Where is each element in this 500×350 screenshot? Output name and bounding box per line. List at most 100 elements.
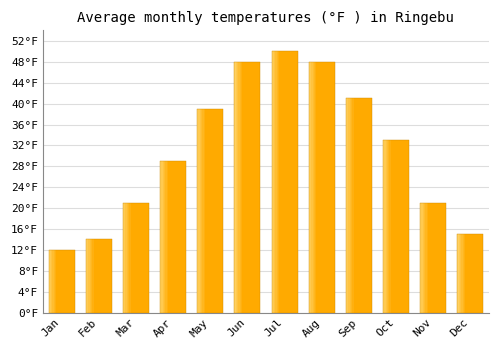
Bar: [64, 250, 66, 313]
Bar: [138, 203, 140, 313]
Bar: [392, 140, 394, 313]
Bar: [444, 203, 445, 313]
Bar: [124, 203, 126, 313]
Bar: [241, 62, 242, 313]
Bar: [106, 239, 108, 313]
Bar: [438, 203, 440, 313]
Bar: [126, 203, 127, 313]
Bar: [280, 51, 282, 313]
Bar: [141, 203, 142, 313]
Bar: [283, 51, 284, 313]
Bar: [144, 203, 145, 313]
Bar: [294, 51, 295, 313]
Bar: [96, 239, 98, 313]
Bar: [197, 109, 198, 313]
Bar: [67, 250, 68, 313]
Bar: [461, 234, 462, 313]
Bar: [362, 98, 364, 313]
Bar: [465, 234, 466, 313]
Bar: [366, 98, 368, 313]
Bar: [445, 203, 446, 313]
Bar: [208, 109, 209, 313]
Bar: [94, 239, 95, 313]
Bar: [434, 203, 436, 313]
Bar: [182, 161, 184, 313]
Bar: [166, 161, 168, 313]
Bar: [250, 62, 252, 313]
Bar: [180, 161, 181, 313]
Bar: [332, 62, 334, 313]
Bar: [256, 62, 258, 313]
Bar: [368, 98, 369, 313]
Bar: [60, 250, 62, 313]
Bar: [259, 62, 260, 313]
Bar: [165, 161, 166, 313]
Bar: [352, 98, 354, 313]
Bar: [360, 98, 362, 313]
Bar: [441, 203, 442, 313]
Bar: [87, 239, 88, 313]
Bar: [346, 98, 347, 313]
Bar: [384, 140, 386, 313]
Bar: [206, 109, 208, 313]
Bar: [350, 98, 351, 313]
Bar: [474, 234, 476, 313]
Bar: [95, 239, 96, 313]
Bar: [176, 161, 177, 313]
Bar: [236, 62, 237, 313]
Bar: [476, 234, 477, 313]
Bar: [54, 250, 55, 313]
Bar: [326, 62, 327, 313]
Bar: [178, 161, 180, 313]
Bar: [420, 203, 446, 313]
Bar: [315, 62, 316, 313]
Bar: [356, 98, 358, 313]
Bar: [148, 203, 149, 313]
Bar: [324, 62, 326, 313]
Bar: [242, 62, 244, 313]
Bar: [391, 140, 392, 313]
Bar: [51, 250, 52, 313]
Bar: [146, 203, 148, 313]
Bar: [130, 203, 132, 313]
Bar: [252, 62, 254, 313]
Bar: [160, 161, 162, 313]
Bar: [216, 109, 218, 313]
Bar: [244, 62, 246, 313]
Bar: [458, 234, 460, 313]
Bar: [201, 109, 202, 313]
Bar: [323, 62, 324, 313]
Bar: [316, 62, 318, 313]
Bar: [287, 51, 288, 313]
Bar: [330, 62, 331, 313]
Bar: [420, 203, 422, 313]
Bar: [272, 51, 297, 313]
Bar: [145, 203, 146, 313]
Bar: [405, 140, 406, 313]
Bar: [388, 140, 390, 313]
Bar: [181, 161, 182, 313]
Bar: [482, 234, 484, 313]
Bar: [348, 98, 350, 313]
Bar: [346, 98, 372, 313]
Bar: [92, 239, 94, 313]
Bar: [282, 51, 283, 313]
Bar: [272, 51, 273, 313]
Bar: [430, 203, 432, 313]
Bar: [205, 109, 206, 313]
Bar: [50, 250, 51, 313]
Bar: [310, 62, 312, 313]
Bar: [398, 140, 400, 313]
Bar: [319, 62, 320, 313]
Bar: [478, 234, 480, 313]
Bar: [428, 203, 429, 313]
Bar: [105, 239, 106, 313]
Bar: [406, 140, 408, 313]
Bar: [70, 250, 72, 313]
Bar: [174, 161, 176, 313]
Bar: [218, 109, 220, 313]
Bar: [286, 51, 287, 313]
Bar: [469, 234, 470, 313]
Bar: [137, 203, 138, 313]
Bar: [318, 62, 319, 313]
